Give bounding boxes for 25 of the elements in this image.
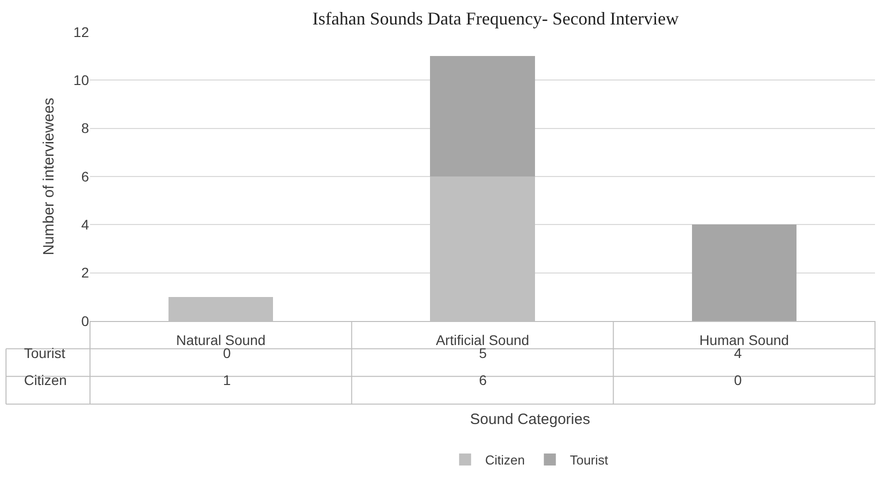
data-label: 4 xyxy=(734,345,742,361)
bar xyxy=(692,224,796,321)
text: Citizen xyxy=(24,372,67,388)
y-tick-label: 12 xyxy=(73,24,90,40)
chart-title: Isfahan Sounds Data Frequency- Second Interview xyxy=(312,8,679,28)
text: Tourist xyxy=(24,345,66,361)
x-axis-title: Sound Categories xyxy=(470,411,590,428)
y-tick-label: 6 xyxy=(81,168,90,184)
x-tick-label: Artificial Sound xyxy=(436,332,530,348)
y-tick-label: 10 xyxy=(73,72,90,88)
data-label: 6 xyxy=(479,372,487,388)
y-tick-label: 2 xyxy=(81,264,90,281)
data-label: 0 xyxy=(223,345,231,361)
data-label: 5 xyxy=(479,345,487,361)
x-tick-label: Natural Sound xyxy=(176,332,266,348)
legend-label: Citizen xyxy=(485,452,525,468)
y-tick-label: 8 xyxy=(81,120,90,136)
bar xyxy=(430,56,535,176)
data-label: 1 xyxy=(223,372,231,388)
y-tick-label: 0 xyxy=(81,312,90,329)
y-tick-label: 4 xyxy=(81,216,90,233)
legend-label: Tourist xyxy=(570,452,609,468)
y-axis-title: Number of interviewees xyxy=(40,98,58,256)
x-tick-label: Human Sound xyxy=(699,332,789,348)
data-label: 0 xyxy=(734,372,742,388)
